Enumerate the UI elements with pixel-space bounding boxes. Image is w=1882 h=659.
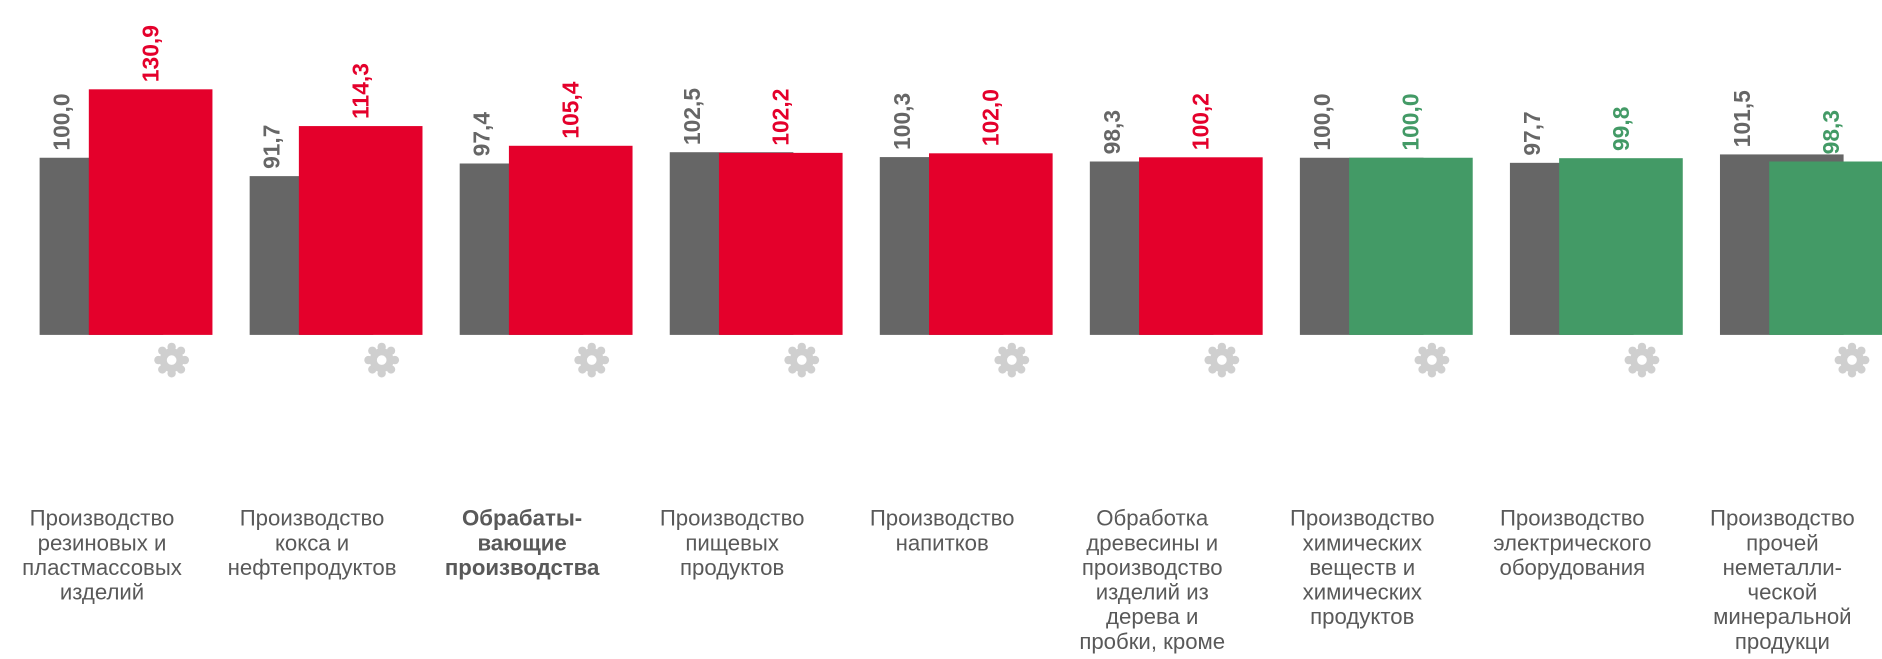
label-line: изделий из bbox=[1096, 580, 1209, 605]
icon-part bbox=[1427, 355, 1437, 365]
value-label: 91,7 bbox=[259, 125, 285, 169]
label-line: пробки, кроме bbox=[1079, 629, 1225, 654]
value-label: 130,9 bbox=[137, 25, 163, 82]
value-label: 102,0 bbox=[978, 89, 1004, 146]
label-line: электрического bbox=[1493, 530, 1651, 555]
icon bbox=[154, 343, 189, 378]
label-line: древесины и bbox=[1086, 530, 1218, 555]
bar bbox=[1559, 158, 1683, 335]
icon-part bbox=[797, 355, 807, 365]
icon-part bbox=[377, 355, 387, 365]
value-label: 97,4 bbox=[469, 112, 495, 157]
value-label: 100,0 bbox=[1398, 93, 1424, 150]
bar bbox=[299, 126, 423, 335]
value-label: 100,0 bbox=[1309, 93, 1335, 150]
icon-part bbox=[1217, 355, 1227, 365]
value-label: 105,4 bbox=[558, 81, 584, 138]
value-label: 100,3 bbox=[889, 93, 915, 150]
label-line: продуктов bbox=[1310, 604, 1414, 629]
label-line: Производство bbox=[1290, 506, 1435, 531]
label-line: оборудования bbox=[1499, 555, 1645, 580]
icon bbox=[364, 343, 399, 378]
icon bbox=[784, 343, 819, 378]
label-line: химических bbox=[1303, 580, 1422, 605]
chart: 100,0130,9Производстворезиновых ипластма… bbox=[0, 0, 1882, 659]
icon-part bbox=[587, 355, 597, 365]
icon bbox=[574, 343, 609, 378]
label-line: Производство bbox=[660, 506, 805, 531]
label-line: Обработка bbox=[1096, 506, 1209, 531]
label-line: Производство bbox=[30, 506, 175, 531]
value-label: 100,0 bbox=[49, 93, 75, 150]
label-line: продуктов bbox=[680, 555, 784, 580]
icon bbox=[1415, 343, 1450, 378]
icon-part bbox=[1847, 355, 1857, 365]
icon bbox=[994, 343, 1029, 378]
bar bbox=[1769, 162, 1882, 335]
label-line: пищевых bbox=[685, 530, 779, 555]
label-line: кокса и bbox=[275, 530, 349, 555]
bar bbox=[1349, 158, 1473, 335]
value-label: 98,3 bbox=[1818, 110, 1844, 154]
icon bbox=[1625, 343, 1660, 378]
label-line: продукци bbox=[1735, 629, 1830, 654]
label-line: химических bbox=[1303, 530, 1422, 555]
bar bbox=[509, 146, 633, 335]
value-label: 102,5 bbox=[679, 88, 705, 145]
label-line: вающие bbox=[477, 530, 566, 555]
icon bbox=[1835, 343, 1870, 378]
icon-part bbox=[1007, 355, 1017, 365]
label-line: производство bbox=[1082, 555, 1223, 580]
label-line: Производство bbox=[1710, 506, 1855, 531]
value-label: 114,3 bbox=[347, 63, 373, 119]
bar bbox=[1139, 157, 1263, 335]
label-line: резиновых и bbox=[38, 530, 167, 555]
value-label: 97,7 bbox=[1519, 111, 1545, 155]
bar bbox=[719, 153, 843, 335]
label-line: веществ и bbox=[1309, 555, 1415, 580]
label-line: изделий bbox=[60, 580, 144, 605]
label-line: минеральной bbox=[1713, 604, 1851, 629]
value-label: 101,5 bbox=[1729, 90, 1755, 147]
value-label: 102,2 bbox=[768, 89, 794, 146]
icon-part bbox=[1637, 355, 1647, 365]
label-line: неметалли- bbox=[1723, 555, 1842, 580]
label-line: прочей bbox=[1746, 530, 1819, 555]
label-line: ческой bbox=[1748, 580, 1818, 605]
icon-part bbox=[167, 355, 177, 365]
value-label: 98,3 bbox=[1099, 110, 1125, 154]
value-label: 99,8 bbox=[1608, 107, 1634, 151]
label-line: Производство bbox=[240, 506, 385, 531]
label-line: Производство bbox=[870, 506, 1015, 531]
bar bbox=[929, 153, 1053, 335]
label-line: нефтепродуктов bbox=[228, 555, 397, 580]
label-line: пластмассовых bbox=[22, 555, 182, 580]
value-label: 100,2 bbox=[1188, 93, 1214, 150]
label-line: производства bbox=[445, 555, 600, 580]
label-line: напитков bbox=[896, 530, 989, 555]
label-line: Обрабаты- bbox=[462, 506, 582, 531]
icon bbox=[1204, 343, 1239, 378]
page: 100,0130,9Производстворезиновых ипластма… bbox=[0, 0, 1882, 659]
label-line: дерева и bbox=[1106, 604, 1198, 629]
label-line: Производство bbox=[1500, 506, 1645, 531]
bar bbox=[89, 89, 213, 335]
